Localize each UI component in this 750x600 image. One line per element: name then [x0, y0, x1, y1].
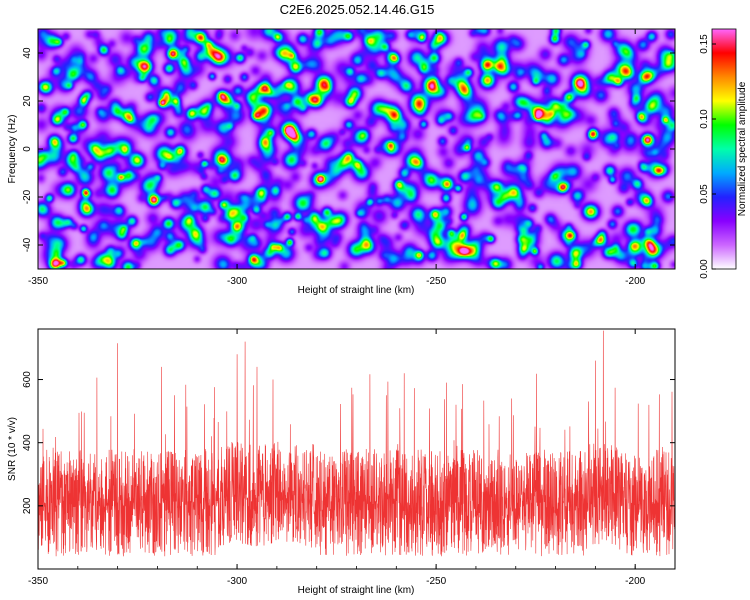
y-tick-label: 200	[22, 497, 33, 514]
y-tick-label: -40	[22, 237, 33, 252]
snr-panel: -350 -300 -250 -200 200 400 600 Height of str…	[7, 328, 676, 596]
x-tick-label: -200	[625, 276, 645, 287]
colorbar-gradient	[711, 28, 737, 270]
snr-plot-background	[38, 329, 675, 569]
x-tick-label: -250	[426, 576, 446, 587]
heatmap-canvas	[38, 29, 675, 269]
heatmap-x-ticks: -350 -300 -250 -200	[28, 29, 646, 287]
colorbar-ticks: 0.00 0.05 0.10 0.15	[699, 34, 716, 279]
x-tick-label: -300	[227, 576, 247, 587]
y-tick-label: 0	[22, 146, 33, 152]
heatmap-y-axis-label: Frequency (Hz)	[7, 115, 18, 184]
x-tick-label: -200	[625, 576, 645, 587]
colorbar-label: Normalized spectral amplitude	[737, 81, 748, 216]
y-tick-label: 600	[22, 371, 33, 388]
y-tick-label: 400	[22, 434, 33, 451]
colorbar-tick-label: 0.00	[699, 259, 710, 279]
y-tick-label: -20	[22, 189, 33, 204]
figure-title: C2E6.2025.052.14.46.G15	[280, 2, 435, 17]
x-tick-label: -300	[227, 276, 247, 287]
x-tick-label: -250	[426, 276, 446, 287]
snr-y-ticks: 200 400 600	[22, 371, 675, 514]
y-tick-label: 20	[22, 95, 33, 107]
colorbar-tick-label: 0.15	[699, 34, 710, 54]
snr-series-line	[37, 330, 676, 557]
colorbar: 0.00 0.05 0.10 0.15 Normalized spectral amp…	[699, 28, 748, 279]
y-tick-label: 40	[22, 47, 33, 59]
x-tick-label: -350	[28, 276, 48, 287]
snr-x-ticks: -350 -300 -250 -200	[28, 329, 676, 587]
colorbar-tick-label: 0.10	[699, 109, 710, 129]
snr-y-axis-label: SNR (10 * v/v)	[7, 417, 18, 481]
x-tick-label: -350	[28, 576, 48, 587]
colorbar-tick-label: 0.05	[699, 184, 710, 204]
heatmap-x-axis-label: Height of straight line (km)	[298, 285, 415, 296]
heatmap-y-ticks: -40 -20 0 20 40	[22, 47, 675, 252]
snr-x-axis-label: Height of straight line (km)	[298, 585, 415, 596]
